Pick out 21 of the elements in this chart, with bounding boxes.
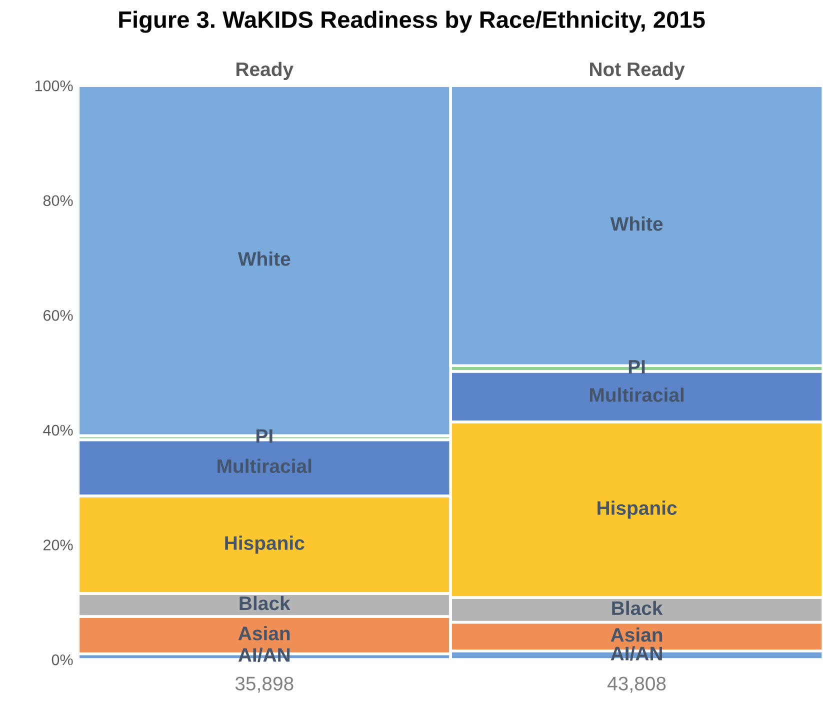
x-tick-label: Not Ready — [590, 62, 685, 80]
series-label: White — [610, 216, 663, 231]
y-tick-label: 40% — [43, 424, 73, 436]
x-tick-label: Ready — [236, 62, 294, 80]
text: 43,808 — [608, 676, 666, 693]
text: Hispanic — [598, 500, 677, 519]
y-tick-label: 0% — [52, 654, 73, 666]
y-tick-label: 80% — [43, 195, 73, 206]
text: Black — [612, 600, 663, 616]
y-tick-label: 60% — [44, 310, 73, 321]
series-label: Black — [240, 596, 290, 610]
text: Multiracial — [218, 458, 312, 474]
series-label: Multiracial — [590, 388, 684, 402]
text: Asian — [238, 626, 290, 640]
chart-title: Figure 3. WaKIDS Readiness by Race/Ethnicity, 2015 — [119, 10, 705, 33]
series-label: Asian — [610, 628, 662, 642]
y-tick-label: 20% — [44, 540, 73, 550]
text: 35,898 — [235, 676, 294, 693]
series-label: Hispanic — [225, 536, 304, 554]
y-tick-label: 100% — [35, 80, 73, 92]
text: White — [238, 252, 290, 266]
